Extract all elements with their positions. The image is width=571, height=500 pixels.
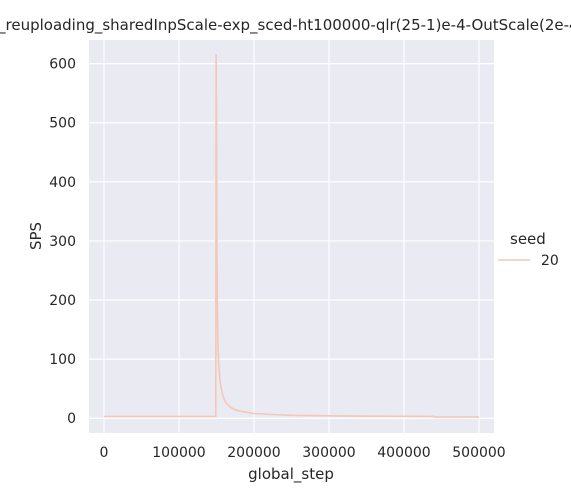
y-tick-label: 200: [49, 293, 76, 309]
series-lines: [104, 53, 479, 418]
y-tick-label: 500: [49, 116, 76, 132]
legend-entry-20: 20: [541, 253, 559, 269]
x-tick-label: 400000: [377, 445, 430, 461]
x-tick-label: 100000: [152, 445, 205, 461]
x-tick-label: 0: [100, 445, 109, 461]
grid-lines: [89, 40, 494, 433]
y-tick-label: 400: [49, 175, 76, 191]
y-tick-label: 100: [49, 352, 76, 368]
legend: seed 20: [498, 230, 559, 269]
y-tick-label: 0: [67, 411, 76, 427]
chart-title: _reuploading_sharedInpScale-exp_sced-ht1…: [0, 16, 571, 35]
series-line-20: [104, 53, 479, 418]
x-tick-label: 200000: [227, 445, 280, 461]
x-tick-label: 500000: [452, 445, 505, 461]
x-tick-label: 300000: [302, 445, 355, 461]
x-axis-label: global_step: [248, 465, 334, 484]
y-axis-label: SPS: [27, 222, 45, 250]
legend-title: seed: [510, 230, 546, 248]
x-axis-ticks: 0 100000 200000 300000 400000 500000: [100, 445, 506, 461]
y-tick-label: 300: [49, 234, 76, 250]
plot-area: [89, 40, 494, 433]
y-axis-ticks: 0 100 200 300 400 500 600: [49, 57, 76, 428]
y-tick-label: 600: [49, 57, 76, 73]
